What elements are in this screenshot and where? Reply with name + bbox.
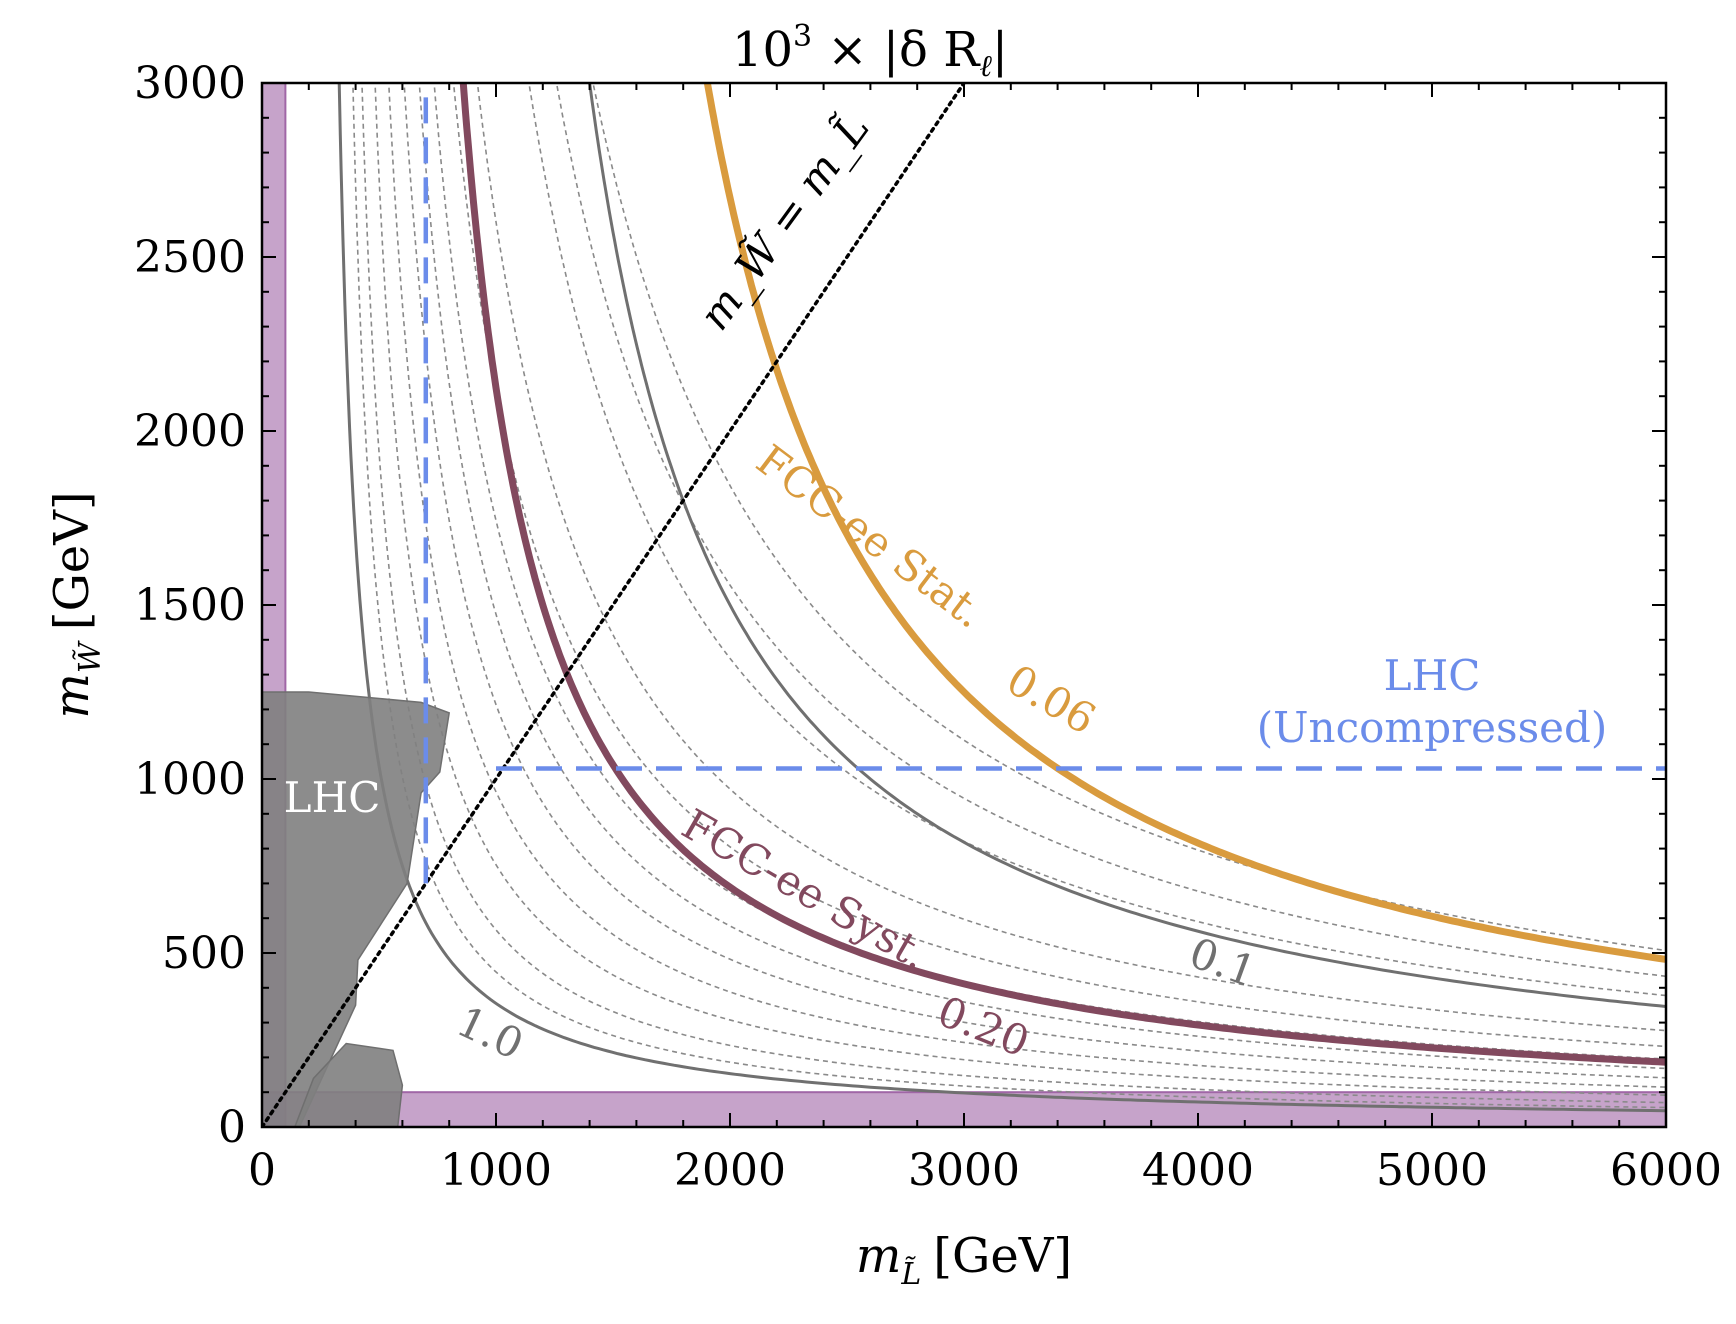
solid-contour-0.1 <box>588 83 1666 1008</box>
dashed-contour-3 <box>387 83 1666 1088</box>
x-tick-label: 2000 <box>674 1145 786 1196</box>
highlight-contour-0.20 <box>459 83 1666 1066</box>
lhc-excluded-region-0 <box>262 691 451 1127</box>
plot-area <box>262 83 1666 1127</box>
dashed-contour-9 <box>528 83 1666 997</box>
tick-labels: 0 1000 2000 3000 4000 5000 6000 0 500 1000 1500 200… <box>134 58 1722 1196</box>
axis-ticks <box>261 82 1667 1128</box>
dashed-contour-0 <box>352 83 1666 1109</box>
y-tick-label: 1500 <box>134 580 246 631</box>
y-tick-label: 1000 <box>134 754 246 805</box>
x-tick-label: 4000 <box>1142 1145 1254 1196</box>
x-tick-label: 3000 <box>908 1145 1020 1196</box>
plot-layers <box>262 83 1666 1127</box>
y-tick-label: 2500 <box>134 232 246 283</box>
x-axis-title: mL̃ [GeV] <box>856 1228 1072 1292</box>
lhc-excluded-regions <box>262 691 451 1127</box>
lhc-uncompressed-label-line2: (Uncompressed) <box>1257 703 1608 752</box>
x-tick-label: 0 <box>248 1145 276 1196</box>
lhc-uncompressed-label-line1: LHC <box>1384 651 1481 700</box>
y-tick-label: 0 <box>218 1102 246 1153</box>
dashed-contour-8 <box>476 83 1666 1032</box>
chart-title: 103 × |δ Rℓ| <box>732 19 1008 84</box>
y-axis-title: mW̃[GeV] <box>44 491 108 718</box>
y-tick-label: 3000 <box>134 58 246 109</box>
dashed-contour-2 <box>374 83 1666 1096</box>
dashed-contour-5 <box>418 83 1666 1070</box>
y-tick-label: 2000 <box>134 406 246 457</box>
diagonal-line <box>262 83 966 1127</box>
lhc-excluded-region-1 <box>293 1042 404 1127</box>
y-tick-label: 500 <box>162 928 246 979</box>
reference-lines <box>262 83 1666 1127</box>
highlight-contour-0.06 <box>703 83 1666 963</box>
x-tick-label: 1000 <box>440 1145 552 1196</box>
x-tick-label: 5000 <box>1376 1145 1488 1196</box>
highlight-contours <box>459 83 1666 1066</box>
dashed-contour-4 <box>403 83 1666 1079</box>
x-tick-label: 6000 <box>1610 1145 1722 1196</box>
lhc-excluded-label: LHC <box>284 773 381 822</box>
